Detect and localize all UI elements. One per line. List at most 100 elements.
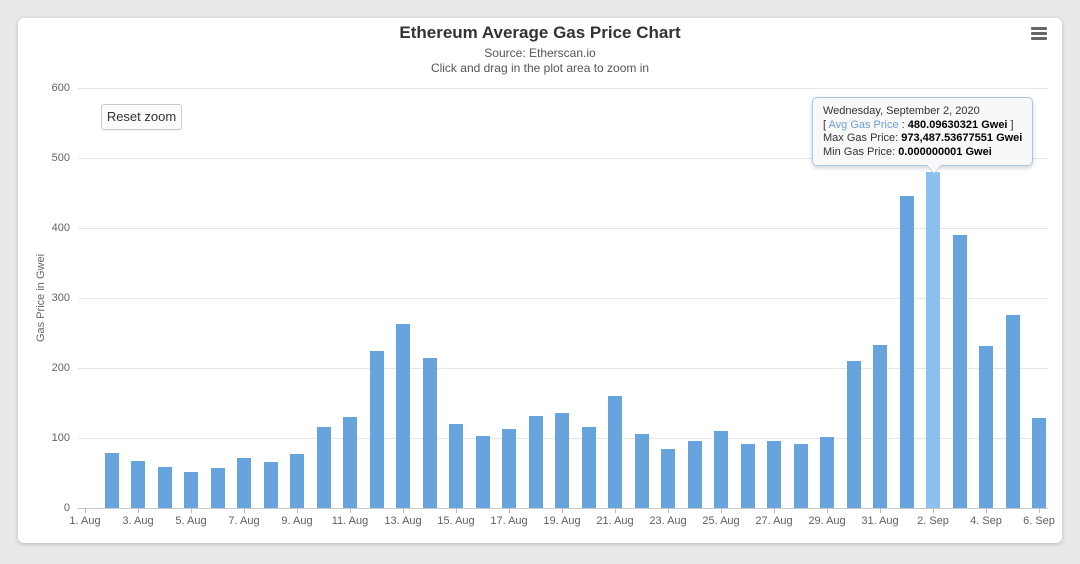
x-tick-label: 3. Aug [122, 515, 154, 527]
tooltip-avg-label: Avg Gas Price [828, 118, 899, 131]
hamburger-menu-icon[interactable] [1028, 25, 1050, 45]
column-2020-08-08[interactable] [263, 462, 278, 508]
column-2020-08-11[interactable] [343, 417, 357, 508]
column-2020-08-19[interactable] [555, 413, 569, 508]
column-2020-08-07[interactable] [237, 458, 251, 508]
x-tick-label: 1. Aug [69, 515, 101, 527]
column-2020-08-18[interactable] [528, 416, 543, 508]
x-tick-label: 11. Aug [331, 515, 369, 527]
chart-card: Ethereum Average Gas Price Chart Source:… [18, 18, 1062, 543]
hamburger-line [1031, 32, 1047, 35]
x-axis-tick [85, 508, 86, 513]
tooltip-max-line: Max Gas Price: 973,487.53677551 Gwei [823, 132, 1023, 144]
column-2020-08-03[interactable] [131, 461, 145, 508]
column-2020-08-28[interactable] [793, 444, 808, 508]
column-2020-08-24[interactable] [687, 441, 702, 508]
x-axis-tick [986, 508, 987, 513]
column-2020-08-04[interactable] [157, 467, 172, 508]
column-2020-08-10[interactable] [316, 427, 331, 508]
tooltip-date: Wednesday, September 2, 2020 [823, 105, 980, 117]
tooltip-min-line: Min Gas Price: 0.000000001 Gwei [823, 145, 992, 158]
y-tick-label: 500 [51, 152, 70, 164]
y-tick-label: 600 [51, 82, 70, 94]
y-tick-label: 0 [63, 502, 70, 514]
column-2020-08-13[interactable] [396, 324, 410, 508]
x-axis-tick [774, 508, 775, 513]
x-tick-label: 4. Sep [970, 515, 1002, 527]
x-tick-label: 31. Aug [861, 515, 899, 527]
column-2020-08-26[interactable] [740, 444, 755, 508]
x-tick-label: 17. Aug [490, 515, 528, 527]
tooltip-min-value: 0.000000001 Gwei [898, 145, 992, 158]
chart-subtitle-source: Source: Etherscan.io [484, 46, 596, 60]
chart-title: Ethereum Average Gas Price Chart [399, 23, 681, 42]
chart-tooltip: Wednesday, September 2, 2020 [ Avg Gas P… [812, 97, 1034, 174]
tooltip-avg-line: [ Avg Gas Price : 480.09630321 Gwei ] [823, 118, 1014, 131]
gridline [78, 298, 1048, 299]
x-axis-tick [456, 508, 457, 513]
x-tick-label: 6. Sep [1023, 515, 1055, 527]
column-2020-08-14[interactable] [422, 358, 437, 508]
gridline [78, 158, 1048, 159]
column-2020-09-05[interactable] [1005, 315, 1020, 508]
column-2020-08-12[interactable] [369, 351, 384, 508]
x-tick-label: 2. Sep [917, 515, 949, 527]
x-axis-tick [403, 508, 404, 513]
column-2020-08-23[interactable] [661, 449, 675, 508]
gridline [78, 88, 1048, 89]
x-tick-label: 15. Aug [437, 515, 475, 527]
tooltip-avg-value: 480.09630321 Gwei [907, 118, 1008, 131]
column-2020-08-22[interactable] [634, 434, 649, 508]
column-2020-08-21[interactable] [608, 396, 622, 508]
column-2020-08-09[interactable] [290, 454, 304, 508]
hamburger-line [1031, 27, 1047, 30]
hamburger-line [1031, 37, 1047, 40]
y-tick-label: 400 [51, 222, 70, 234]
column-2020-08-06[interactable] [210, 468, 225, 508]
x-tick-label: 29. Aug [808, 515, 846, 527]
y-tick-label: 300 [51, 292, 70, 304]
x-axis-tick [350, 508, 351, 513]
x-tick-label: 21. Aug [596, 515, 634, 527]
column-2020-08-17[interactable] [502, 429, 516, 508]
chart-subtitle-hint: Click and drag in the plot area to zoom … [430, 61, 650, 75]
plot-area[interactable]: 0 100 200 300 400 500 600 1. Aug 3. Aug 5. Aug 7. … [52, 82, 1055, 527]
x-axis-tick [827, 508, 828, 513]
column-2020-09-03[interactable] [952, 235, 967, 508]
gridline [78, 368, 1048, 369]
column-2020-09-06[interactable] [1032, 418, 1046, 508]
y-tick-label: 200 [51, 362, 70, 374]
x-tick-label: 23. Aug [649, 515, 687, 527]
x-axis-tick [509, 508, 510, 513]
x-axis-tick [297, 508, 298, 513]
x-axis-tick [244, 508, 245, 513]
x-axis-tick [933, 508, 934, 513]
reset-zoom-button[interactable]: Reset zoom [101, 104, 182, 130]
column-2020-09-01[interactable] [899, 196, 914, 508]
column-2020-09-02[interactable] [926, 172, 940, 508]
column-2020-08-31[interactable] [873, 345, 887, 508]
x-tick-label: 13. Aug [384, 515, 422, 527]
x-tick-label: 25. Aug [702, 515, 740, 527]
column-2020-08-27[interactable] [767, 441, 781, 508]
x-axis-tick [721, 508, 722, 513]
x-axis-tick [562, 508, 563, 513]
x-tick-label: 9. Aug [281, 515, 313, 527]
column-2020-08-30[interactable] [846, 361, 861, 508]
column-2020-08-20[interactable] [581, 427, 596, 508]
column-2020-08-16[interactable] [475, 436, 490, 508]
y-tick-label: 100 [51, 432, 70, 444]
x-axis-tick [191, 508, 192, 513]
column-2020-08-02[interactable] [104, 453, 119, 508]
column-2020-08-29[interactable] [820, 437, 834, 508]
tooltip-max-value: 973,487.53677551 Gwei [901, 132, 1023, 144]
column-2020-08-15[interactable] [449, 424, 463, 508]
x-tick-label: 27. Aug [755, 515, 793, 527]
x-axis-tick [880, 508, 881, 513]
column-2020-08-05[interactable] [184, 472, 198, 508]
column-2020-08-25[interactable] [714, 431, 728, 508]
column-2020-09-04[interactable] [979, 346, 993, 508]
gridline [78, 228, 1048, 229]
x-tick-label: 5. Aug [175, 515, 207, 527]
x-tick-label: 19. Aug [543, 515, 581, 527]
